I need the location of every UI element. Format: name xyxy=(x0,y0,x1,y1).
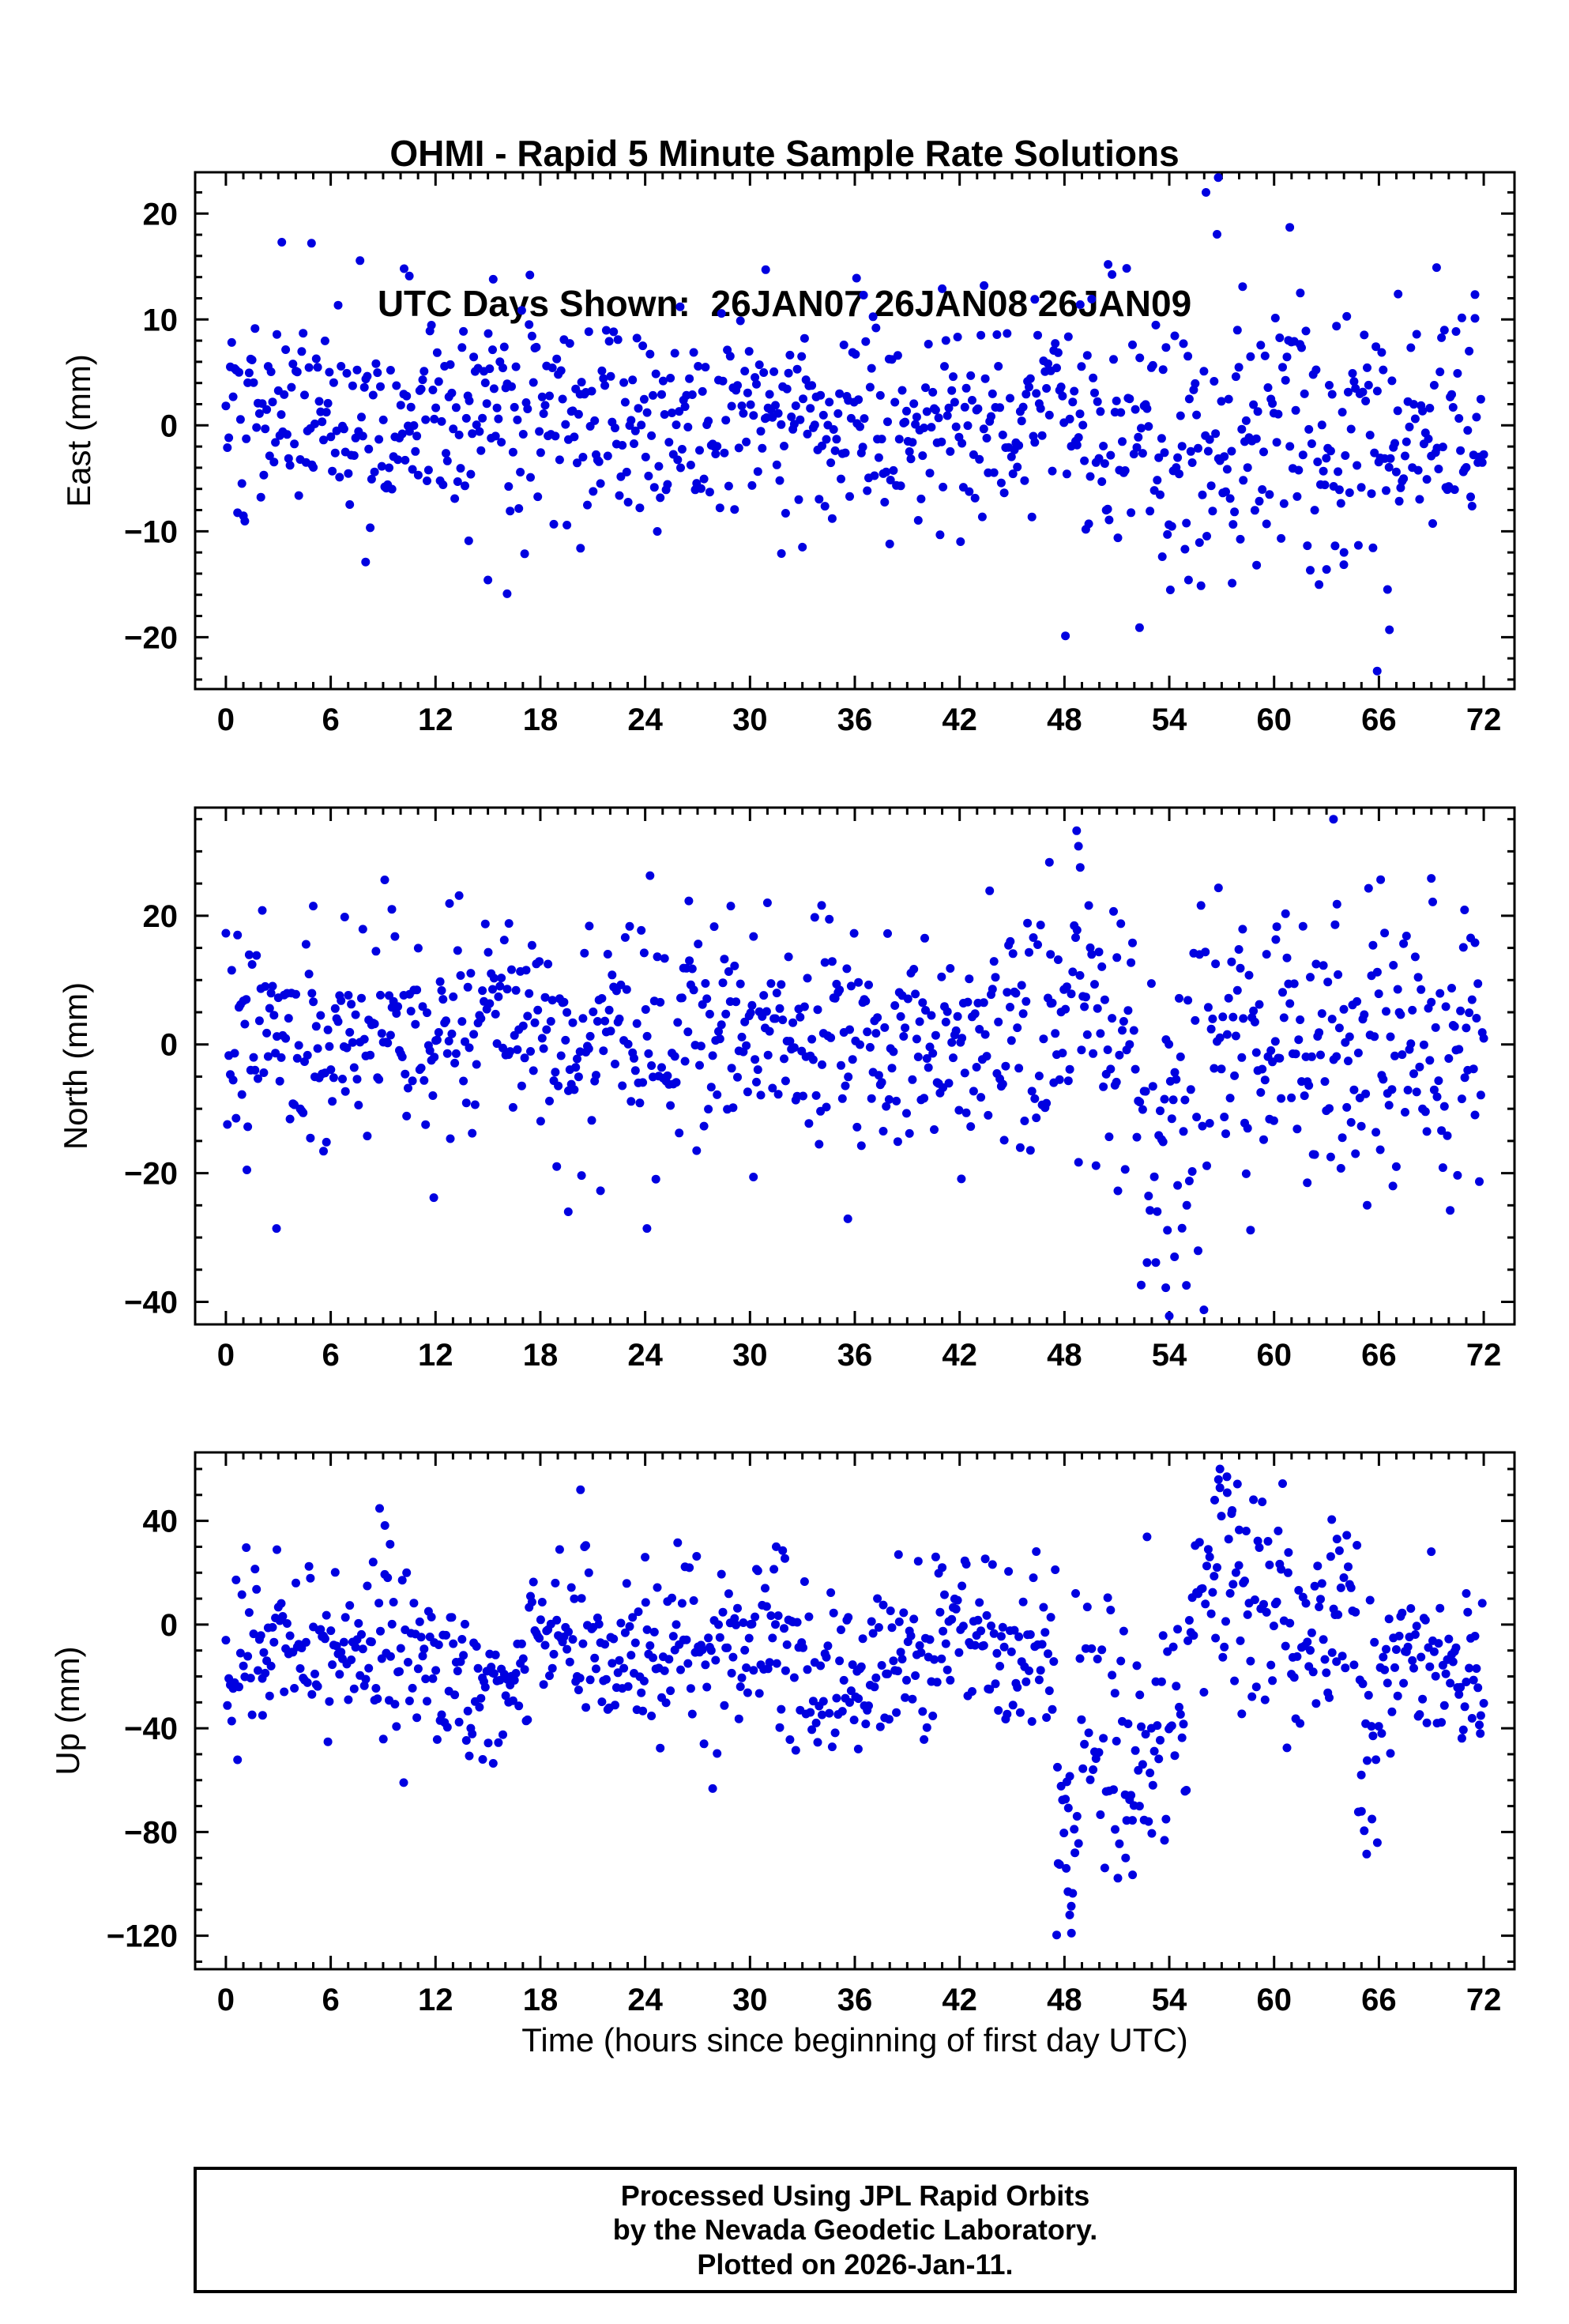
x-tick-label: 24 xyxy=(627,702,663,737)
x-tick-label: 6 xyxy=(322,702,339,737)
data-points xyxy=(221,815,1488,1320)
x-tick-label: 30 xyxy=(732,1338,768,1373)
plot-frame xyxy=(194,1451,1516,1971)
footer-line-2: by the Nevada Geodetic Laboratory. xyxy=(612,2213,1098,2247)
x-tick-label: 36 xyxy=(837,702,873,737)
x-tick-label: 18 xyxy=(523,1338,559,1373)
axis-ticks xyxy=(195,1452,1514,1969)
x-axis-label: Time (hours since beginning of first day… xyxy=(521,2021,1188,2058)
title-line-1: OHMI - Rapid 5 Minute Sample Rate Soluti… xyxy=(389,132,1180,174)
x-tick-label: 0 xyxy=(217,1983,235,2017)
axis-ticks xyxy=(195,172,1514,689)
x-tick-label: 60 xyxy=(1256,1983,1292,2017)
plot-frame xyxy=(194,171,1516,691)
y-tick-label: −120 xyxy=(107,1919,178,1954)
x-tick-label: 0 xyxy=(217,1338,235,1373)
y-tick-label: −40 xyxy=(124,1712,178,1746)
x-tick-label: 54 xyxy=(1152,1338,1187,1373)
x-tick-label: 66 xyxy=(1361,702,1397,737)
x-tick-label: 18 xyxy=(523,702,559,737)
x-tick-label: 48 xyxy=(1047,1338,1082,1373)
y-tick-label: 40 xyxy=(143,1505,179,1539)
north-plot: 0 6 12 18 24 30 36 42 48 54 60 66 72 −40 −20 0 20 xyxy=(124,806,1516,1373)
title-line-2: UTC Days Shown: 26JAN07 26JAN08 26JAN09 xyxy=(377,283,1192,325)
x-tick-label: 72 xyxy=(1466,1983,1502,2017)
y-tick-label: −40 xyxy=(124,1285,178,1320)
y-axis-label-up: Up (mm) xyxy=(49,1646,86,1776)
y-tick-label: 0 xyxy=(160,409,178,443)
x-tick-label: 12 xyxy=(418,1983,453,2017)
footer-line-1: Processed Using JPL Rapid Orbits xyxy=(620,2179,1090,2213)
x-tick-label: 72 xyxy=(1466,702,1502,737)
y-tick-label: 0 xyxy=(160,1608,178,1643)
y-tick-label: −20 xyxy=(124,1157,178,1192)
east-plot: 0 6 12 18 24 30 36 42 48 54 60 66 72 −20 −10 0 10 20 xyxy=(124,171,1516,737)
x-tick-label: 36 xyxy=(837,1983,873,2017)
x-tick-label: 48 xyxy=(1047,702,1082,737)
plot-frame xyxy=(194,806,1516,1326)
x-tick-label: 60 xyxy=(1256,1338,1292,1373)
chart-title: OHMI - Rapid 5 Minute Sample Rate Soluti… xyxy=(125,28,1444,430)
x-tick-label: 48 xyxy=(1047,1983,1082,2017)
y-tick-label: 0 xyxy=(160,1028,178,1063)
x-tick-label: 12 xyxy=(418,702,453,737)
x-tick-label: 42 xyxy=(942,1983,977,2017)
x-tick-label: 42 xyxy=(942,702,977,737)
data-points xyxy=(221,1464,1488,1940)
y-tick-label: −20 xyxy=(124,620,178,655)
x-tick-label: 42 xyxy=(942,1338,977,1373)
x-tick-label: 6 xyxy=(322,1338,339,1373)
x-tick-label: 6 xyxy=(322,1983,339,2017)
axis-ticks xyxy=(195,808,1514,1324)
x-tick-label: 12 xyxy=(418,1338,453,1373)
x-tick-label: 36 xyxy=(837,1338,873,1373)
y-axis-label-north: North (mm) xyxy=(57,981,94,1151)
up-plot: 0 6 12 18 24 30 36 42 48 54 60 66 72 −120 −80 −40 0 40 xyxy=(107,1451,1516,2017)
y-axis-label-east: East (mm) xyxy=(60,354,97,507)
x-tick-label: 30 xyxy=(732,1983,768,2017)
x-tick-label: 66 xyxy=(1361,1338,1397,1373)
data-points xyxy=(221,173,1488,676)
x-tick-label: 54 xyxy=(1152,1983,1187,2017)
y-tick-label: −80 xyxy=(124,1815,178,1850)
x-tick-label: 0 xyxy=(217,702,235,737)
x-tick-label: 72 xyxy=(1466,1338,1502,1373)
y-tick-label: 10 xyxy=(143,303,179,337)
footer-line-3: Plotted on 2026-Jan-11. xyxy=(697,2247,1014,2281)
y-tick-label: 20 xyxy=(143,197,179,232)
x-tick-label: 24 xyxy=(627,1983,663,2017)
x-tick-label: 66 xyxy=(1361,1983,1397,2017)
x-tick-label: 60 xyxy=(1256,702,1292,737)
x-tick-label: 30 xyxy=(732,702,768,737)
y-tick-label: −10 xyxy=(124,514,178,549)
footer-box: Processed Using JPL Rapid Orbits by the … xyxy=(194,2167,1517,2293)
x-tick-label: 24 xyxy=(627,1338,663,1373)
x-tick-label: 18 xyxy=(523,1983,559,2017)
y-tick-label: 20 xyxy=(143,899,179,934)
x-tick-label: 54 xyxy=(1152,702,1187,737)
